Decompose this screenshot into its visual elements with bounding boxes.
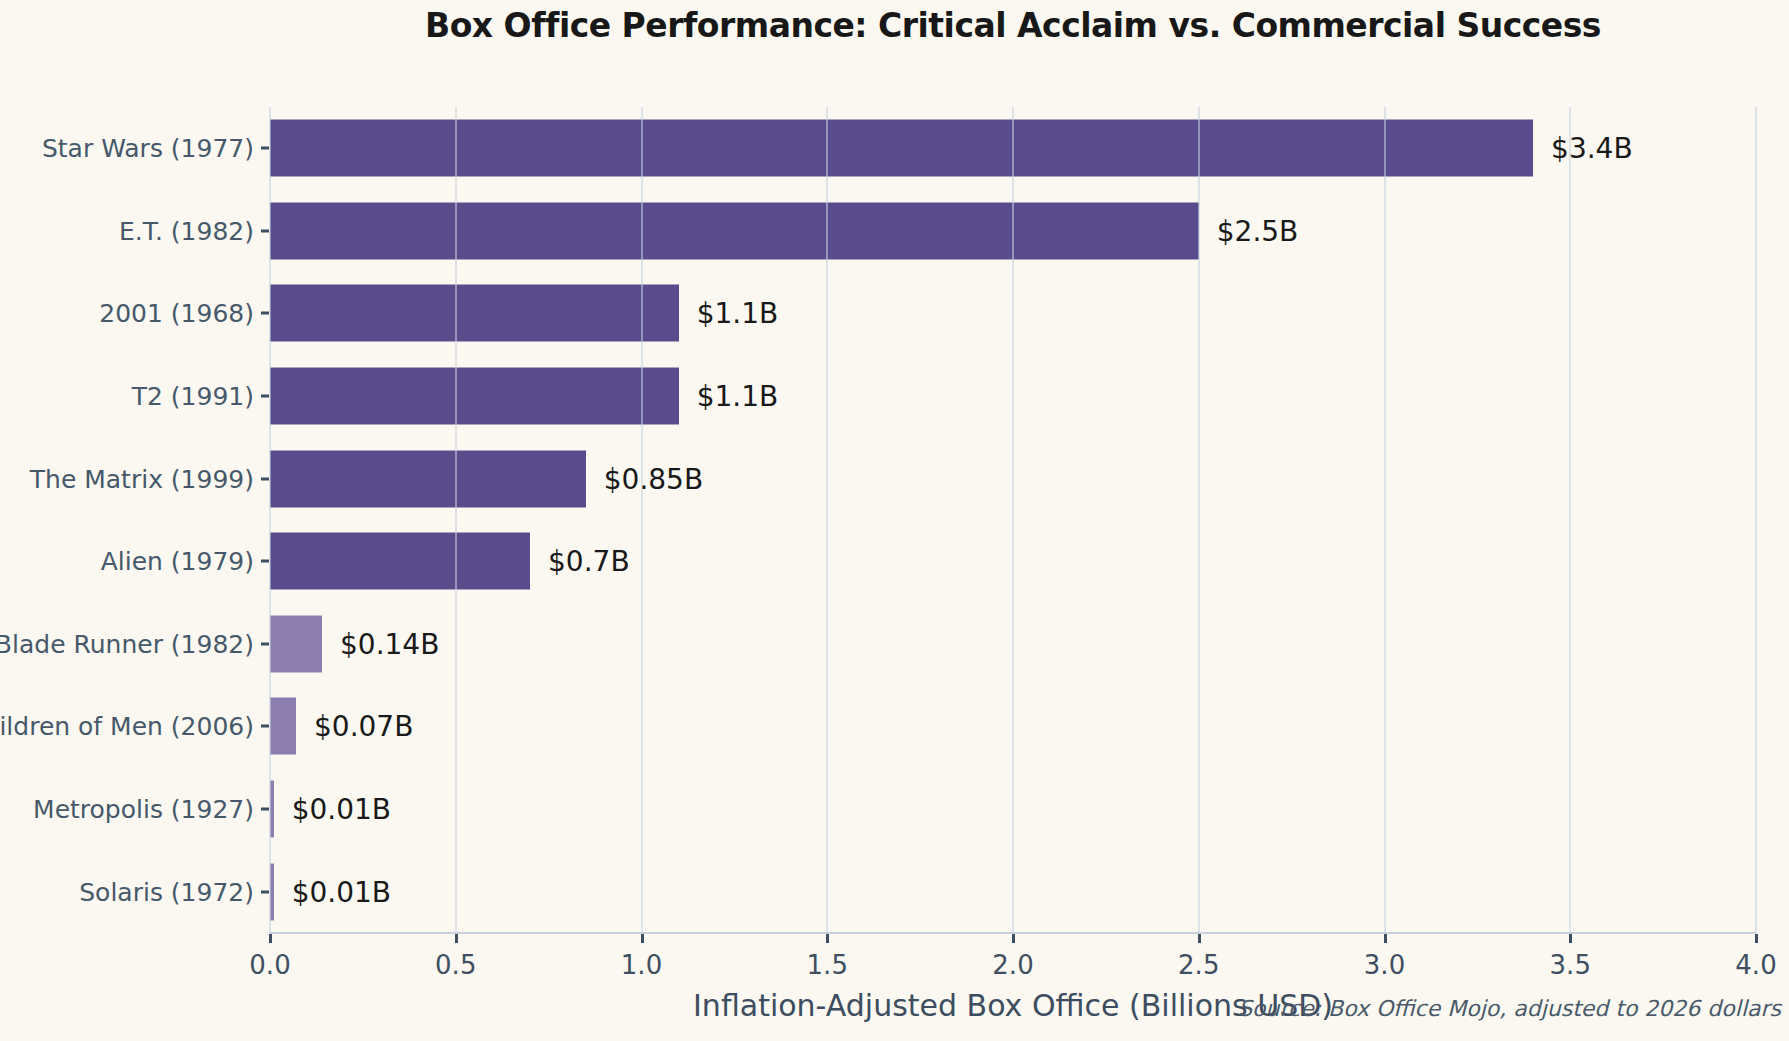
x-tick-label: 0.5 bbox=[435, 950, 476, 980]
y-tick-mark bbox=[261, 312, 269, 315]
bar-value-label: $0.14B bbox=[340, 627, 439, 660]
x-tick-mark bbox=[1012, 934, 1015, 943]
y-tick-label: Alien (1979) bbox=[101, 547, 254, 576]
bar-value-label: $0.7B bbox=[548, 545, 630, 578]
plot-area: Star Wars (1977)$3.4BE.T. (1982)$2.5B200… bbox=[270, 107, 1756, 933]
chart-title: Box Office Performance: Critical Acclaim… bbox=[270, 6, 1756, 45]
y-tick-mark bbox=[261, 725, 269, 728]
x-tick-label: 4.0 bbox=[1735, 950, 1776, 980]
bar-value-label: $2.5B bbox=[1217, 214, 1299, 247]
y-tick-label: 2001 (1968) bbox=[99, 299, 254, 328]
grid-line bbox=[1569, 107, 1571, 933]
x-tick-mark bbox=[641, 934, 644, 943]
grid-line bbox=[1012, 107, 1014, 933]
source-note: Source: Box Office Mojo, adjusted to 202… bbox=[1238, 996, 1781, 1021]
bar bbox=[270, 615, 322, 672]
grid-line bbox=[455, 107, 457, 933]
bar bbox=[270, 120, 1533, 177]
bar bbox=[270, 533, 530, 590]
y-tick-mark bbox=[261, 642, 269, 645]
y-tick-label: Star Wars (1977) bbox=[42, 134, 254, 163]
x-tick-label: 1.0 bbox=[621, 950, 662, 980]
y-tick-mark bbox=[261, 395, 269, 398]
bar bbox=[270, 202, 1199, 259]
x-tick-mark bbox=[1569, 934, 1572, 943]
x-tick-mark bbox=[1755, 934, 1758, 943]
bar-value-label: $1.1B bbox=[697, 380, 779, 413]
grid-line bbox=[826, 107, 828, 933]
bar-value-label: $0.01B bbox=[292, 875, 391, 908]
x-tick-label: 3.5 bbox=[1550, 950, 1591, 980]
bar-value-label: $1.1B bbox=[697, 297, 779, 330]
y-tick-mark bbox=[261, 477, 269, 480]
x-tick-mark bbox=[1384, 934, 1387, 943]
grid-line bbox=[269, 107, 271, 933]
x-tick-mark bbox=[269, 934, 272, 943]
x-tick-label: 2.0 bbox=[992, 950, 1033, 980]
y-tick-mark bbox=[261, 229, 269, 232]
y-tick-label: Metropolis (1927) bbox=[33, 795, 254, 824]
x-tick-label: 3.0 bbox=[1364, 950, 1405, 980]
grid-line bbox=[1198, 107, 1200, 933]
grid-line bbox=[1755, 107, 1757, 933]
y-tick-label: Solaris (1972) bbox=[79, 877, 254, 906]
y-tick-label: T2 (1991) bbox=[132, 382, 254, 411]
x-tick-label: 2.5 bbox=[1178, 950, 1219, 980]
bar-chart-figure: Box Office Performance: Critical Acclaim… bbox=[0, 0, 1789, 1041]
bar bbox=[270, 698, 296, 755]
bar-value-label: $0.01B bbox=[292, 793, 391, 826]
y-tick-mark bbox=[261, 147, 269, 150]
y-tick-mark bbox=[261, 560, 269, 563]
bar bbox=[270, 285, 679, 342]
bar-value-label: $0.85B bbox=[604, 462, 703, 495]
x-tick-mark bbox=[455, 934, 458, 943]
bar bbox=[270, 368, 679, 425]
grid-line bbox=[641, 107, 643, 933]
x-tick-label: 0.0 bbox=[249, 950, 290, 980]
y-tick-label: Blade Runner (1982) bbox=[0, 629, 254, 658]
x-tick-mark bbox=[1198, 934, 1201, 943]
grid-line bbox=[1384, 107, 1386, 933]
y-tick-label: E.T. (1982) bbox=[119, 216, 254, 245]
x-tick-label: 1.5 bbox=[807, 950, 848, 980]
y-tick-label: The Matrix (1999) bbox=[30, 464, 254, 493]
y-tick-mark bbox=[261, 808, 269, 811]
bar bbox=[270, 450, 586, 507]
x-tick-mark bbox=[826, 934, 829, 943]
y-tick-label: Children of Men (2006) bbox=[0, 712, 254, 741]
bar-value-label: $0.07B bbox=[314, 710, 413, 743]
y-tick-mark bbox=[261, 890, 269, 893]
bar-value-label: $3.4B bbox=[1551, 132, 1633, 165]
